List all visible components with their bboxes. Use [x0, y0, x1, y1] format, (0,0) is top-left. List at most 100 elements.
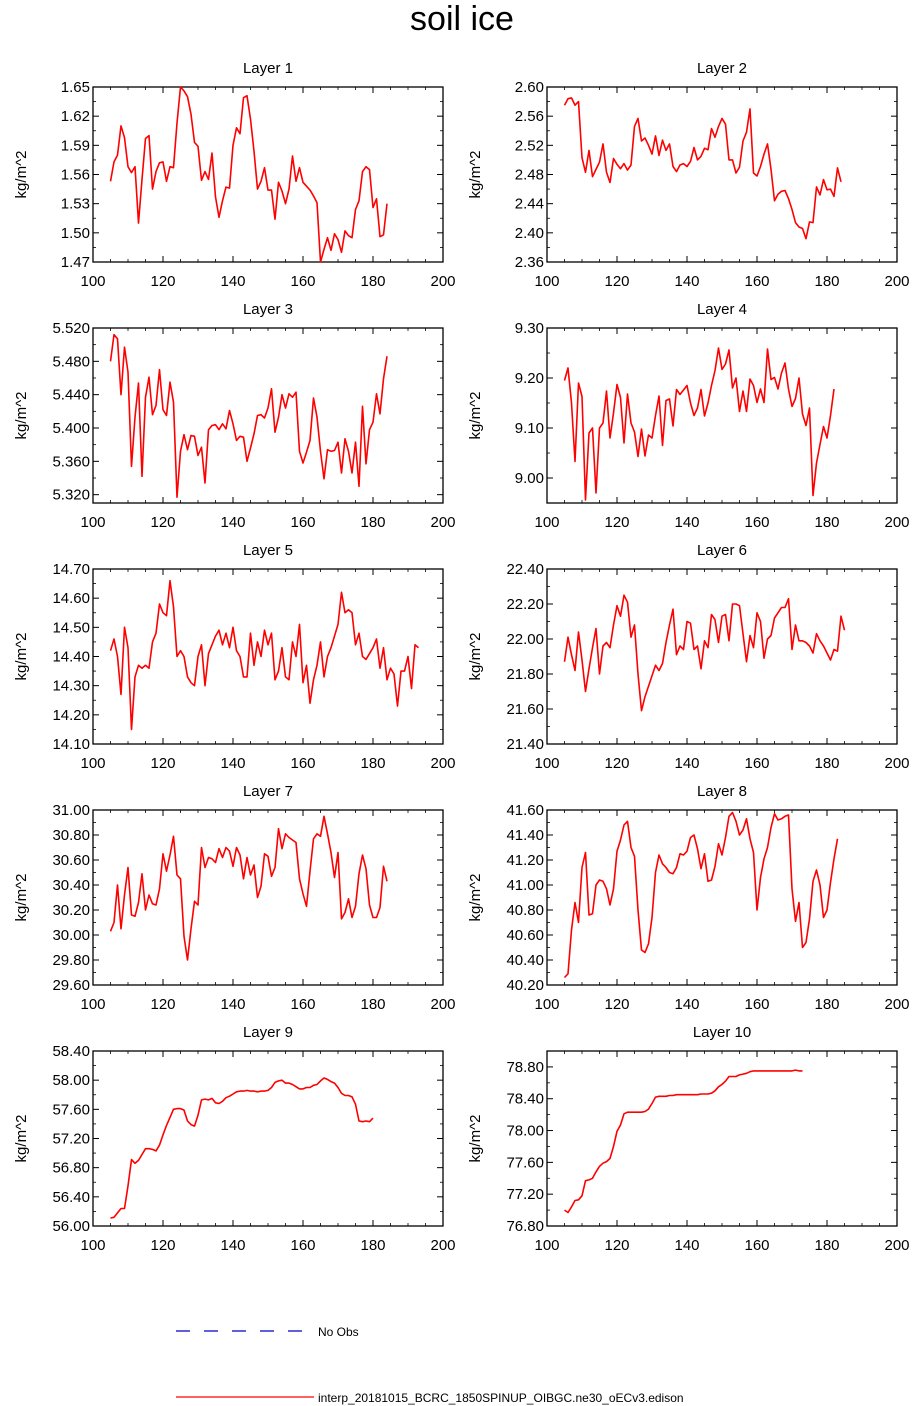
x-tick-label: 140: [220, 273, 245, 290]
y-tick-label: 1.62: [61, 108, 90, 125]
x-tick-label: 180: [360, 1237, 385, 1254]
y-tick-label: 41.40: [506, 827, 544, 844]
x-tick-label: 180: [814, 273, 839, 290]
x-tick-label: 180: [814, 1237, 839, 1254]
y-tick-label: 14.10: [52, 736, 90, 753]
y-tick-label: 30.20: [52, 902, 90, 919]
x-tick-label: 200: [430, 273, 455, 290]
x-tick-label: 100: [80, 1237, 105, 1254]
panel-layer-5: Layer 5 100 120 140 160 180 200 14.10 14.20 14.30…: [13, 542, 456, 772]
y-axis-label: kg/m^2: [13, 151, 30, 199]
x-tick-label: 160: [290, 755, 315, 772]
y-tick-label: 40.80: [506, 902, 544, 919]
x-tick-label: 100: [534, 273, 559, 290]
y-tick-label: 41.60: [506, 802, 544, 819]
y-tick-label: 40.60: [506, 927, 544, 944]
x-tick-label: 180: [360, 755, 385, 772]
series-line: [563, 97, 842, 240]
x-tick-label: 160: [744, 755, 769, 772]
y-axis-label: kg/m^2: [467, 392, 484, 440]
y-tick-label: 14.70: [52, 561, 90, 578]
plot-frame: [92, 327, 444, 504]
x-tick-label: 120: [150, 1237, 175, 1254]
x-tick-label: 200: [884, 755, 909, 772]
x-tick-label: 200: [884, 996, 909, 1013]
plot-frame: [546, 568, 898, 745]
panel-layer-1: Layer 1 100 120 140 160 180 200 1.47 1.50 1.53 1.5…: [13, 60, 456, 290]
series-line: [109, 815, 388, 961]
x-tick-label: 120: [150, 514, 175, 531]
y-tick-label: 1.50: [61, 225, 90, 242]
panel-layer-2: Layer 2 100 120 140 160 180 200 2.36 2.40 2.44 2.4…: [467, 60, 910, 290]
panel-title: Layer 4: [697, 301, 747, 318]
y-tick-label: 78.00: [506, 1123, 544, 1140]
x-tick-label: 160: [744, 1237, 769, 1254]
y-tick-label: 1.59: [61, 137, 90, 154]
y-tick-label: 76.80: [506, 1218, 544, 1235]
panel-layer-3: Layer 3 100 120 140 160 180 200 5.320 5.360 5.400…: [13, 301, 456, 531]
y-tick-label: 14.30: [52, 678, 90, 695]
y-tick-label: 78.80: [506, 1059, 544, 1076]
x-tick-label: 140: [674, 273, 699, 290]
series-line: [110, 1077, 374, 1219]
plot-frame: [546, 809, 898, 986]
legend: No Obs interp_20181015_BCRC_1850SPINUP_O…: [176, 1325, 684, 1405]
y-tick-label: 77.20: [506, 1186, 544, 1203]
x-tick-label: 120: [604, 996, 629, 1013]
panel-title: Layer 1: [243, 60, 293, 77]
panel-title: Layer 5: [243, 542, 293, 559]
x-tick-label: 100: [80, 996, 105, 1013]
x-tick-label: 100: [80, 273, 105, 290]
y-axis-label: kg/m^2: [13, 874, 30, 922]
y-tick-label: 2.60: [515, 79, 544, 96]
y-tick-label: 2.48: [515, 167, 544, 184]
y-tick-label: 30.00: [52, 927, 90, 944]
panel-title: Layer 9: [243, 1024, 293, 1041]
y-tick-label: 30.60: [52, 852, 90, 869]
y-tick-label: 1.65: [61, 79, 90, 96]
panel-layer-10: Layer 10 100 120 140 160 180 200 76.80 77.20 77.6…: [467, 1024, 910, 1254]
x-tick-label: 200: [430, 1237, 455, 1254]
legend-model-label: interp_20181015_BCRC_1850SPINUP_OIBGC.ne…: [318, 1391, 684, 1405]
y-tick-label: 14.20: [52, 707, 90, 724]
x-tick-label: 180: [814, 755, 839, 772]
legend-obs-label: No Obs: [318, 1325, 359, 1339]
y-tick-label: 9.10: [515, 420, 544, 437]
y-tick-label: 21.60: [506, 701, 544, 718]
y-axis-label: kg/m^2: [467, 874, 484, 922]
y-tick-label: 22.20: [506, 596, 544, 613]
plot-frame: [92, 86, 444, 263]
x-tick-label: 120: [604, 273, 629, 290]
y-tick-label: 2.56: [515, 108, 544, 125]
y-tick-label: 29.80: [52, 952, 90, 969]
x-tick-label: 180: [360, 514, 385, 531]
y-tick-label: 30.40: [52, 877, 90, 894]
x-tick-label: 200: [430, 755, 455, 772]
x-tick-label: 180: [360, 273, 385, 290]
y-tick-label: 30.80: [52, 827, 90, 844]
y-tick-label: 14.40: [52, 649, 90, 666]
y-tick-label: 56.40: [52, 1189, 90, 1206]
x-tick-label: 200: [884, 514, 909, 531]
x-tick-label: 140: [220, 1237, 245, 1254]
y-axis-label: kg/m^2: [13, 633, 30, 681]
x-tick-label: 200: [884, 1237, 909, 1254]
series-line: [563, 594, 846, 712]
x-tick-label: 200: [430, 996, 455, 1013]
x-tick-label: 140: [674, 514, 699, 531]
series-line: [563, 811, 839, 979]
x-tick-label: 120: [604, 514, 629, 531]
panel-title: Layer 6: [697, 542, 747, 559]
series-line: [563, 347, 835, 501]
y-tick-label: 77.60: [506, 1154, 544, 1171]
x-tick-label: 120: [604, 755, 629, 772]
y-tick-label: 5.480: [52, 353, 90, 370]
y-tick-label: 58.40: [52, 1043, 90, 1060]
plot-frame: [92, 809, 444, 986]
plot-frame: [546, 86, 898, 263]
y-tick-label: 21.80: [506, 666, 544, 683]
series-line: [564, 1069, 803, 1214]
panel-layer-9: Layer 9 100 120 140 160 180 200 56.00 56.40 56.80…: [13, 1024, 456, 1254]
y-tick-label: 22.40: [506, 561, 544, 578]
y-tick-label: 57.20: [52, 1131, 90, 1148]
